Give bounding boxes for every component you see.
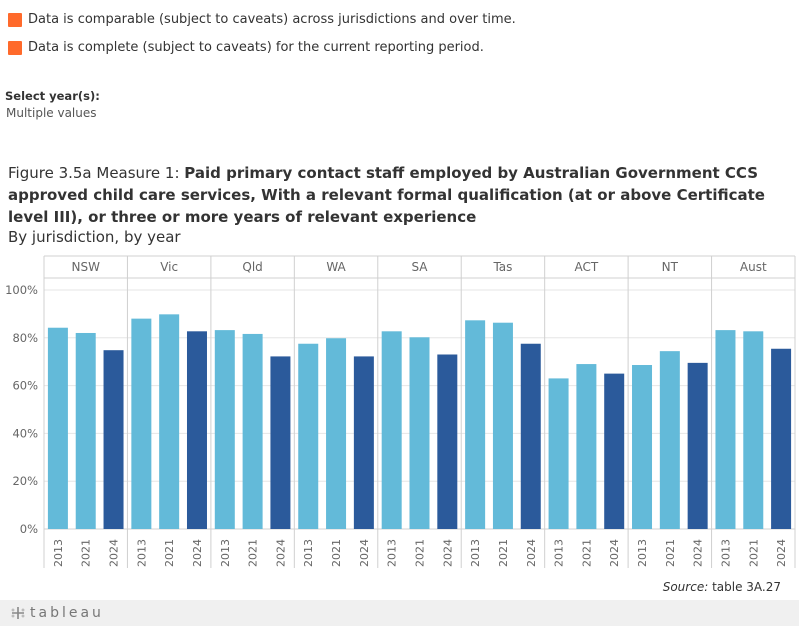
x-tick-label: 2021 [664, 539, 677, 567]
bar-nt-2021 [659, 351, 680, 529]
x-tick-label: 2021 [497, 539, 510, 567]
x-tick-label: 2013 [302, 539, 315, 567]
x-tick-label: 2013 [719, 539, 732, 567]
legend-item-comparable: Data is comparable (subject to caveats) … [8, 12, 516, 27]
x-tick-label: 2021 [414, 539, 427, 567]
tableau-logo-text: tableau [30, 605, 104, 621]
bar-wa-2021 [326, 338, 347, 529]
x-tick-label: 2024 [775, 539, 788, 567]
bar-qld-2013 [214, 330, 235, 529]
figure-subtitle: By jurisdiction, by year [8, 228, 181, 246]
x-tick-label: 2021 [330, 539, 343, 567]
year-filter-value[interactable]: Multiple values [6, 106, 97, 120]
panel-header-sa: SA [411, 260, 428, 274]
bar-wa-2024 [353, 356, 374, 529]
tableau-cross-icon [11, 607, 25, 619]
panel-header-act: ACT [575, 260, 599, 274]
panel-header-tas: Tas [492, 260, 512, 274]
bar-sa-2024 [437, 354, 458, 529]
tableau-logo[interactable]: tableau [10, 605, 104, 621]
y-tick-label: 0% [20, 522, 38, 536]
x-tick-label: 2024 [191, 539, 204, 567]
bar-vic-2021 [159, 314, 180, 529]
panel-header-vic: Vic [160, 260, 178, 274]
bar-act-2013 [548, 378, 569, 529]
footer-bar: tableau [0, 600, 799, 626]
legend-label: Data is comparable (subject to caveats) … [28, 12, 516, 27]
panel-header-qld: Qld [242, 260, 262, 274]
orange-square-icon [8, 12, 22, 27]
x-tick-label: 2013 [636, 539, 649, 567]
bar-chart: 0% 20% 40% 60% 80% 100% NSW 2013 2021 2024 Vic 2013… [5, 255, 796, 568]
bar-sa-2021 [409, 337, 430, 529]
panel-header-wa: WA [326, 260, 346, 274]
x-tick-label: 2021 [80, 539, 93, 567]
source-note: Source: table 3A.27 [663, 580, 781, 594]
bar-aust-2024 [771, 348, 792, 529]
bar-tas-2024 [520, 343, 541, 529]
year-filter-label: Select year(s): [5, 89, 100, 103]
x-tick-label: 2024 [525, 539, 538, 567]
bar-tas-2021 [492, 322, 513, 529]
x-tick-label: 2024 [608, 539, 621, 567]
x-tick-label: 2024 [441, 539, 454, 567]
bar-qld-2021 [242, 333, 263, 529]
x-tick-label: 2013 [135, 539, 148, 567]
x-tick-label: 2013 [553, 539, 566, 567]
bar-vic-2013 [131, 318, 152, 529]
x-tick-label: 2021 [247, 539, 260, 567]
y-tick-label: 40% [12, 426, 38, 440]
x-tick-label: 2021 [163, 539, 176, 567]
bar-sa-2013 [381, 331, 402, 529]
x-tick-label: 2013 [469, 539, 482, 567]
x-tick-label: 2021 [580, 539, 593, 567]
figure-title-bold: Paid primary contact staff employed by A… [8, 164, 765, 226]
y-tick-label: 20% [12, 474, 38, 488]
bar-nsw-2013 [47, 327, 68, 529]
y-tick-label: 80% [12, 331, 38, 345]
x-tick-label: 2013 [219, 539, 232, 567]
figure-title-prefix: Figure 3.5a Measure 1: [8, 164, 185, 182]
bar-nsw-2024 [103, 350, 124, 529]
bar-aust-2013 [715, 330, 736, 529]
panel-header-nt: NT [662, 260, 679, 274]
bar-nt-2013 [632, 365, 653, 529]
bar-nsw-2021 [75, 332, 96, 529]
panel-header-nsw: NSW [71, 260, 100, 274]
y-tick-label: 100% [5, 283, 38, 297]
orange-square-icon [8, 40, 22, 55]
x-tick-label: 2024 [274, 539, 287, 567]
bar-vic-2024 [186, 331, 207, 529]
figure-title: Figure 3.5a Measure 1: Paid primary cont… [8, 162, 788, 228]
bar-qld-2024 [270, 356, 291, 529]
legend-item-complete: Data is complete (subject to caveats) fo… [8, 40, 484, 55]
bar-aust-2021 [743, 331, 764, 529]
x-tick-label: 2024 [358, 539, 371, 567]
x-tick-label: 2024 [108, 539, 121, 567]
bar-wa-2013 [298, 343, 319, 529]
y-tick-label: 60% [12, 379, 38, 393]
bar-tas-2013 [465, 320, 486, 529]
bar-nt-2024 [687, 362, 708, 529]
legend-label: Data is complete (subject to caveats) fo… [28, 40, 484, 55]
x-tick-label: 2013 [386, 539, 399, 567]
x-tick-label: 2021 [747, 539, 760, 567]
bar-act-2024 [604, 373, 625, 529]
bar-act-2021 [576, 364, 597, 529]
source-text: table 3A.27 [708, 580, 781, 594]
source-label: Source: [662, 580, 709, 594]
panel-header-aust: Aust [740, 260, 767, 274]
x-tick-label: 2013 [52, 539, 65, 567]
x-tick-label: 2024 [692, 539, 705, 567]
